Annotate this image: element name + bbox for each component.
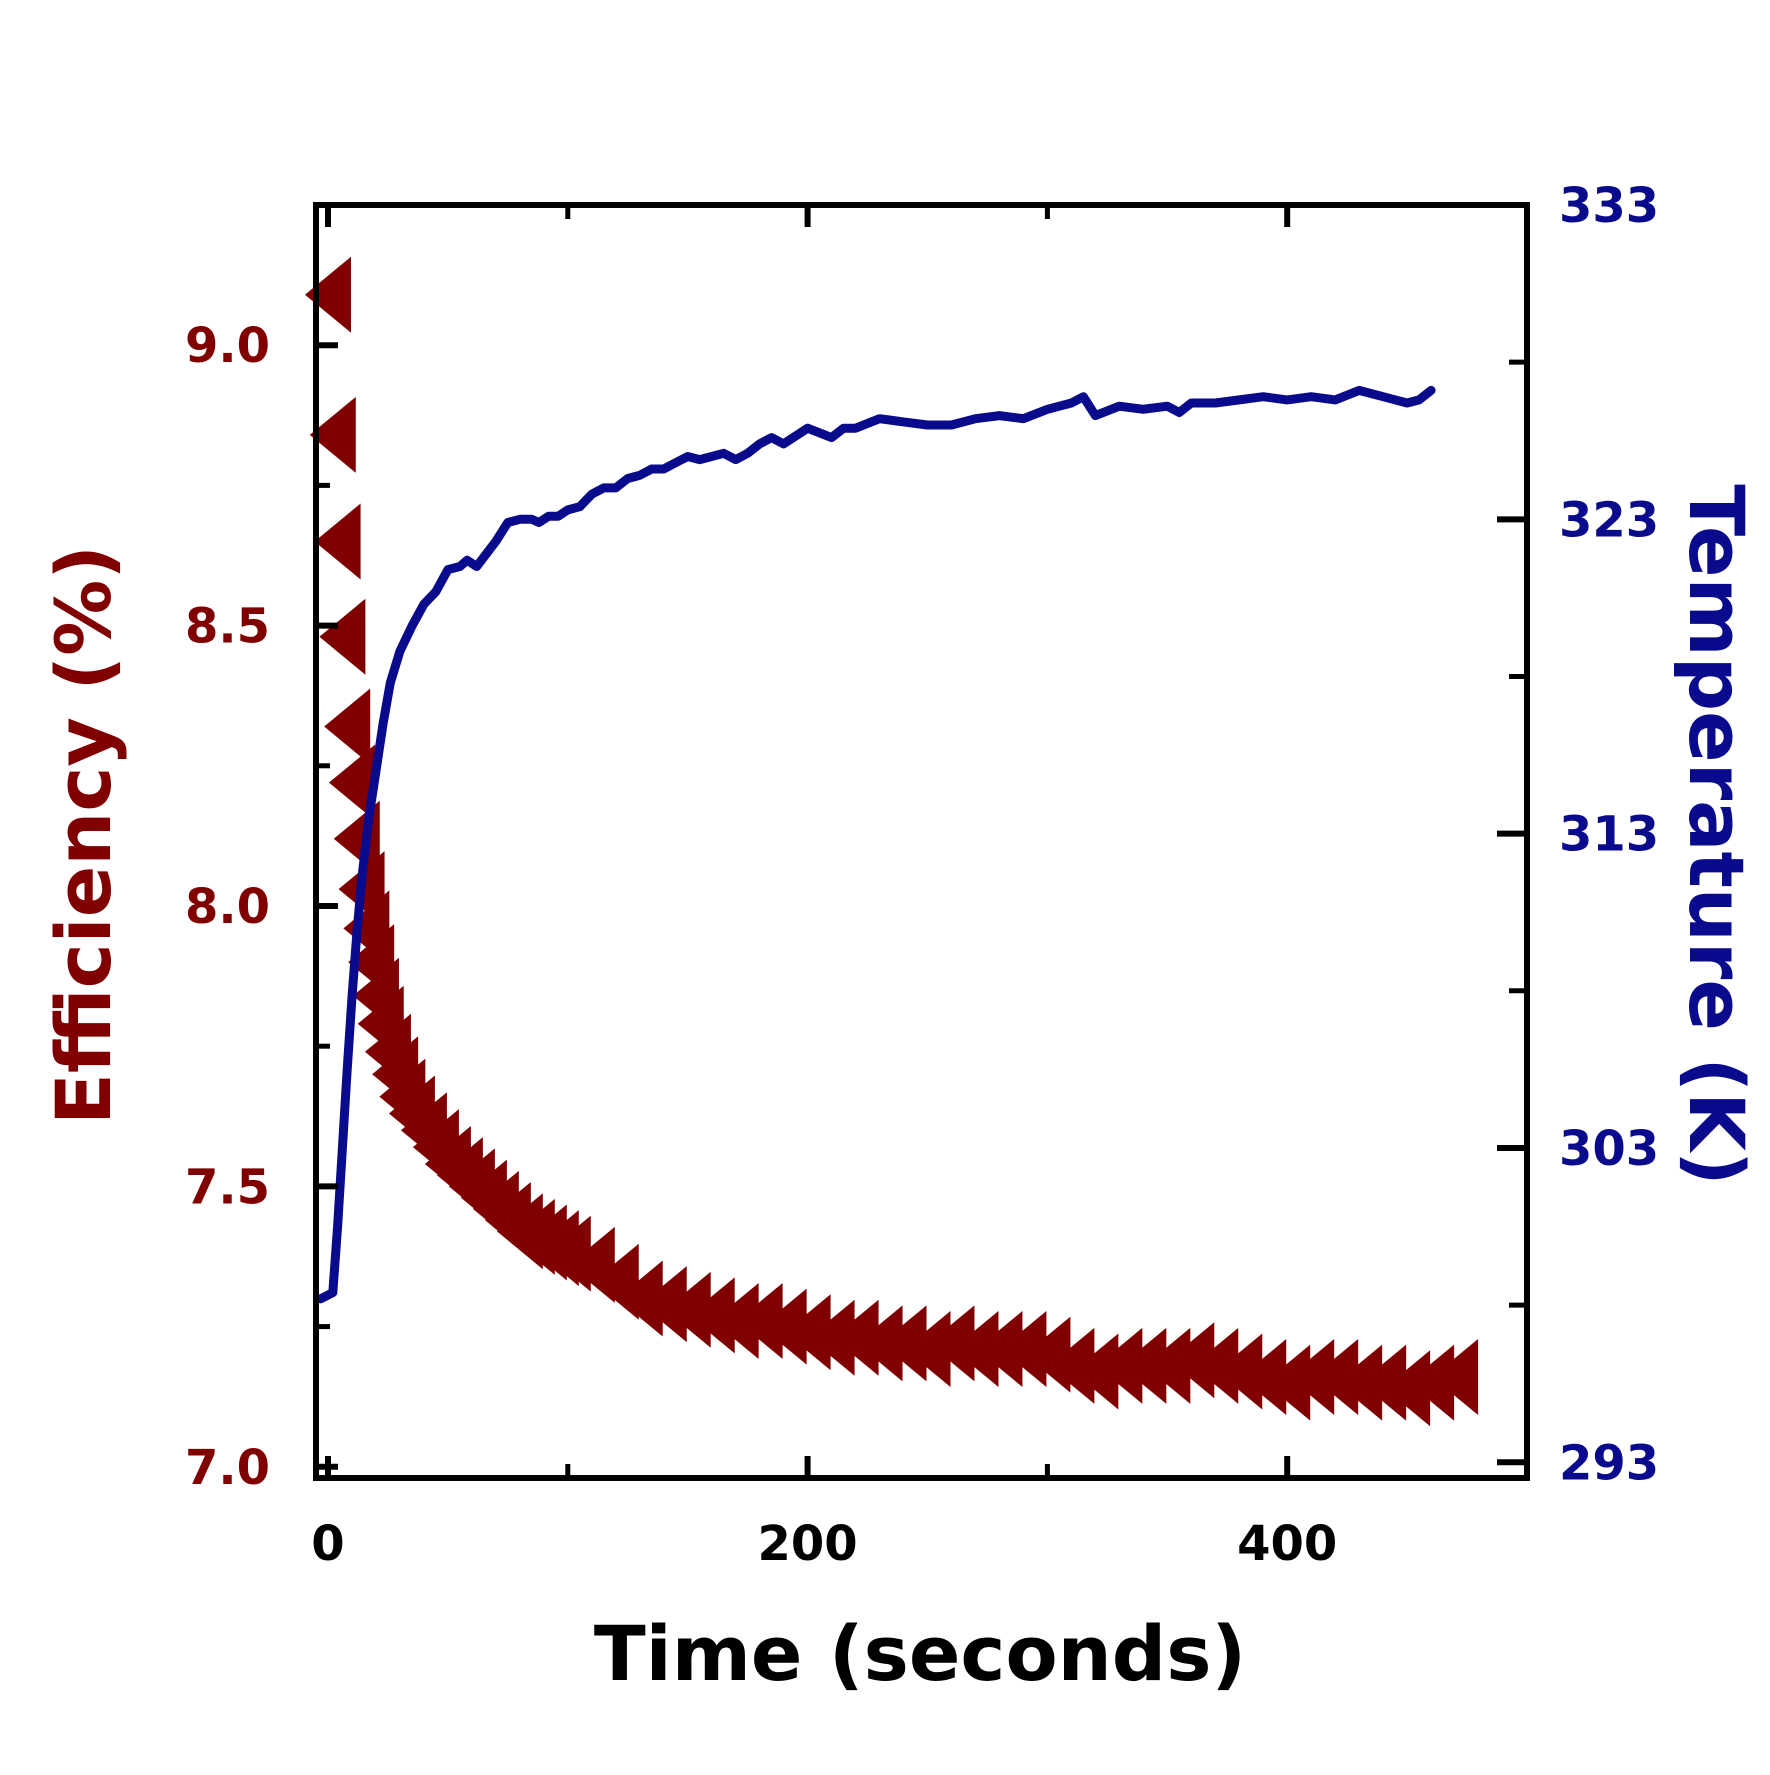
temperature-line	[316, 385, 1436, 1304]
efficiency-point	[832, 1299, 879, 1376]
efficiency-point	[1216, 1333, 1263, 1410]
efficiency-point	[1168, 1322, 1215, 1399]
y-left-tick-label-7.5: 7.5	[185, 1159, 270, 1215]
efficiency-point	[314, 503, 361, 580]
efficiency-point	[1264, 1344, 1311, 1421]
efficiency-point	[1288, 1339, 1335, 1416]
series-layer	[304, 256, 1479, 1427]
efficiency-point	[976, 1311, 1023, 1388]
ticks-layer: 0 200 400 7.0 7.5 8.0 8.5 9.0 293 303 313 323 333	[185, 178, 1659, 1572]
y-left-tick-label-7.0: 7.0	[185, 1440, 270, 1496]
x-tick-label-400: 400	[1237, 1516, 1337, 1572]
efficiency-point	[1408, 1344, 1455, 1421]
efficiency-point	[1048, 1327, 1095, 1404]
efficiency-point	[1432, 1339, 1479, 1416]
efficiency-point	[324, 688, 371, 765]
efficiency-point	[712, 1282, 759, 1359]
efficiency-point	[928, 1305, 975, 1382]
efficiency-point	[856, 1305, 903, 1382]
y-right-tick-label-333: 333	[1559, 178, 1659, 234]
efficiency-point	[1384, 1350, 1431, 1427]
efficiency-point	[880, 1305, 927, 1382]
x-tick-label-0: 0	[311, 1516, 344, 1572]
plot-frame	[313, 202, 1530, 1481]
y-left-tick-label-8.5: 8.5	[185, 599, 270, 655]
efficiency-point	[1336, 1344, 1383, 1421]
efficiency-point	[1360, 1344, 1407, 1421]
y-axis-left-title: Efficiency (%)	[39, 545, 128, 1125]
efficiency-point	[952, 1311, 999, 1388]
efficiency-point	[664, 1271, 711, 1348]
efficiency-point	[309, 396, 356, 473]
y-right-tick-label-303: 303	[1559, 1121, 1659, 1177]
efficiency-point	[304, 256, 351, 333]
efficiency-point	[736, 1282, 783, 1359]
y-left-tick-label-9.0: 9.0	[185, 318, 270, 374]
efficiency-point	[904, 1311, 951, 1388]
efficiency-point	[1144, 1327, 1191, 1404]
y-axis-right-title: Temperature (K)	[1672, 484, 1761, 1185]
efficiency-point	[1312, 1339, 1359, 1416]
efficiency-point	[319, 598, 366, 675]
efficiency-point	[328, 744, 375, 821]
efficiency-point	[760, 1288, 807, 1365]
y-left-tick-label-8.0: 8.0	[185, 879, 270, 935]
y-right-tick-label-313: 313	[1559, 807, 1659, 863]
efficiency-point	[1240, 1339, 1287, 1416]
efficiency-point	[784, 1294, 831, 1371]
efficiency-point	[1096, 1327, 1143, 1404]
efficiency-point	[1072, 1333, 1119, 1410]
efficiency-point	[1192, 1327, 1239, 1404]
efficiency-point	[616, 1260, 663, 1337]
efficiency-point	[1000, 1311, 1047, 1388]
efficiency-point	[688, 1277, 735, 1354]
efficiency-point	[1120, 1327, 1167, 1404]
efficiency-point	[808, 1299, 855, 1376]
x-axis-title: Time (seconds)	[594, 1609, 1246, 1698]
y-right-tick-label-323: 323	[1559, 492, 1659, 548]
y-right-tick-label-293: 293	[1559, 1435, 1659, 1491]
x-tick-label-200: 200	[757, 1516, 857, 1572]
efficiency-point	[640, 1266, 687, 1343]
